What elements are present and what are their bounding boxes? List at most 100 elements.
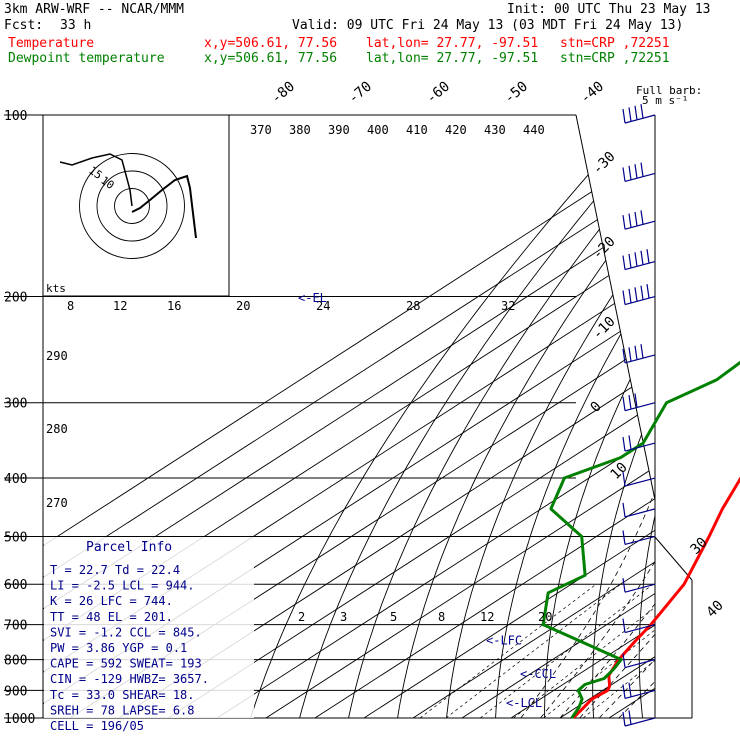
wind-barb-staff xyxy=(624,172,656,183)
pressure-label: 400 xyxy=(4,472,27,487)
wind-barb-staff xyxy=(624,442,656,452)
mixing-ratio-label: 8 xyxy=(438,610,445,624)
forecast-label: Fcst: xyxy=(4,18,44,33)
parcel-row: SVI = -1.2 CCL = 845. xyxy=(50,625,202,639)
parcel-row: K = 26 LFC = 744. xyxy=(50,594,173,608)
upper-scale-label: 24 xyxy=(316,299,330,313)
mixing-ratio-label: 2 xyxy=(298,610,305,624)
isotherm-line xyxy=(43,150,655,547)
wind-barb-staff xyxy=(624,295,656,306)
isotherm-line xyxy=(412,561,655,718)
parcel-row: CAPE = 592 SWEAT= 193 xyxy=(50,657,202,671)
pressure-label: 800 xyxy=(4,654,27,669)
mixing-ratio-line xyxy=(445,583,621,718)
wind-barb-feather xyxy=(634,164,638,179)
hodograph-ring-label: 15 xyxy=(86,164,104,182)
parcel-row: CIN = -129 HWBZ= 3657. xyxy=(50,672,209,686)
theta-label: 430 xyxy=(484,123,506,137)
wind-barb-feather xyxy=(640,104,644,119)
parcel-row: PW = 3.86 YGP = 0.1 xyxy=(50,641,187,655)
wind-barb-staff xyxy=(624,717,656,727)
pressure-label: 600 xyxy=(4,578,27,593)
dry-adiabat-line xyxy=(348,158,655,718)
mixing-ratio-line xyxy=(480,583,654,718)
wind-barb-staff xyxy=(624,535,656,546)
isotherm-label-top: -70 xyxy=(345,79,375,108)
isotherm-line xyxy=(118,371,655,718)
wind-barb-feather xyxy=(634,393,638,408)
station-dewpoint: stn=CRP ,72251 xyxy=(560,51,670,66)
location-latlon-dewpoint: lat,lon= 27.77, -97.51 xyxy=(366,51,539,66)
wind-barb-feather xyxy=(622,436,626,452)
wind-barb-staff xyxy=(624,260,656,271)
wind-barb-staff xyxy=(624,114,656,124)
wind-barb-feather xyxy=(622,578,626,593)
location-xy-temperature: x,y=506.61, 77.56 xyxy=(204,36,338,51)
wind-barb-feather xyxy=(628,682,632,697)
wind-barb-feather xyxy=(640,250,644,265)
wind-barb-feather xyxy=(622,290,626,305)
upper-scale-label: 8 xyxy=(67,299,74,313)
barb-legend-unit: 5 m s⁻¹ xyxy=(642,94,688,107)
wind-barb-feather xyxy=(640,162,644,177)
wind-barb-feather xyxy=(622,215,626,230)
wind-barb-feather xyxy=(628,107,632,122)
wind-barb-feather xyxy=(634,105,638,120)
parcel-row: Tc = 33.0 SHEAR= 18. xyxy=(50,688,195,702)
wind-barb-staff xyxy=(624,354,656,364)
isotherm-label-top: -60 xyxy=(423,79,453,108)
dry-adiabat-line xyxy=(728,115,740,731)
wind-barb-feather xyxy=(640,210,644,225)
theta-label: 440 xyxy=(523,123,545,137)
parcel-row: T = 22.7 Td = 22.4 xyxy=(50,563,180,577)
isotherm-label-right: 10 xyxy=(608,460,631,483)
wind-barb-feather xyxy=(640,285,644,300)
dry-adiabat-line xyxy=(638,513,655,718)
mixing-ratio-label: 5 xyxy=(390,610,397,624)
lcl-marker: <-LCL xyxy=(506,696,542,710)
lfc-marker: <-LFC xyxy=(486,634,522,648)
theta-label: 370 xyxy=(250,123,272,137)
upper-scale-label: 12 xyxy=(113,299,127,313)
isotherm-label-right: 40 xyxy=(704,598,727,621)
parcel-title: Parcel Info xyxy=(86,540,172,555)
wind-barb-staff xyxy=(624,689,656,699)
parcel-info-panel: Parcel Info T = 22.7 Td = 22.4 LI = -2.5 L… xyxy=(44,537,254,733)
isotherm-label-top: -40 xyxy=(577,79,607,108)
upper-scale-label: 28 xyxy=(406,299,420,313)
diagram-diagonal-edge xyxy=(575,114,656,501)
moist-adiabat-line xyxy=(520,490,655,718)
dry-adiabat-line xyxy=(299,127,655,718)
sounding-profiles xyxy=(541,360,740,720)
isotherm-label-right: 0 xyxy=(588,399,605,416)
theta-label: 390 xyxy=(328,123,350,137)
wind-barb-staff xyxy=(624,624,656,634)
upper-scale-label: 20 xyxy=(236,299,250,313)
dry-adiabat-line xyxy=(397,192,655,718)
wind-barb-feather xyxy=(628,395,632,410)
hodograph-ring xyxy=(96,170,168,242)
mixing-ratio-label: 3 xyxy=(340,610,347,624)
theta-label: 420 xyxy=(445,123,467,137)
moist-adiabat-line xyxy=(579,633,655,718)
wind-barb-staff xyxy=(624,402,656,412)
wind-barb-staff xyxy=(624,508,656,518)
wind-barb-feather xyxy=(622,530,626,545)
wind-barb-feather xyxy=(628,253,632,269)
wind-barb-staff xyxy=(624,583,656,593)
moist-adiabat-line xyxy=(540,560,655,718)
wind-barb-feather xyxy=(628,288,632,304)
dry-adiabat-line xyxy=(592,399,655,718)
wind-barb-feather xyxy=(628,165,632,180)
parcel-panel-bg xyxy=(44,537,254,718)
dry-adiabat-line xyxy=(250,115,642,718)
pressure-label: 1000 xyxy=(4,712,35,727)
mixing-ratio-label: 12 xyxy=(480,610,494,624)
wind-barb-feather xyxy=(634,211,638,227)
wind-barb-feather xyxy=(622,653,626,668)
wind-barb-feather xyxy=(646,249,650,264)
wind-barb-staff xyxy=(624,220,656,230)
wind-barb-feather xyxy=(622,396,626,411)
